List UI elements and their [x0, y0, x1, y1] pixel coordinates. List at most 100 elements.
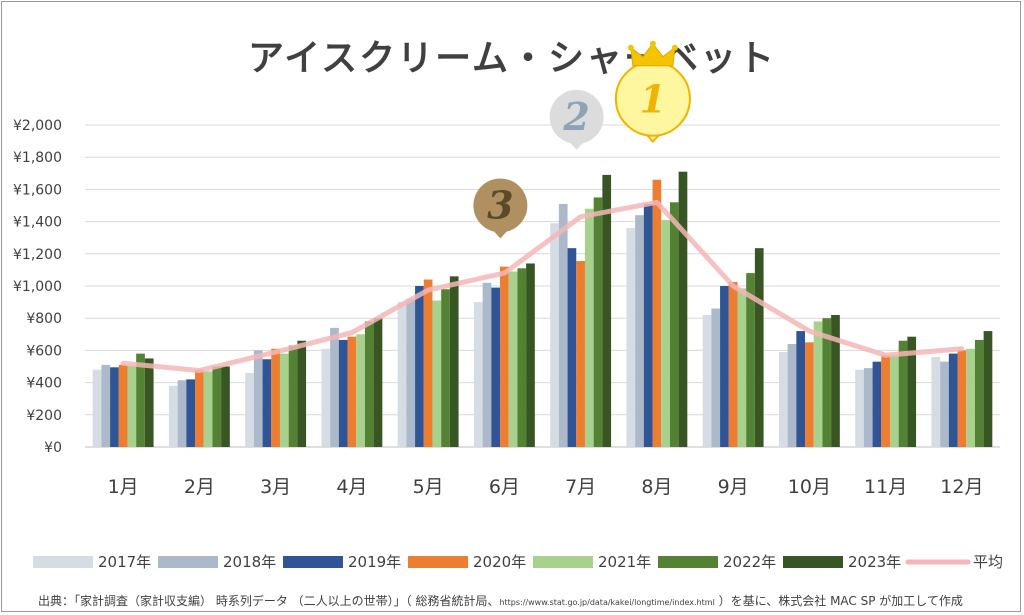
- bar: [983, 331, 993, 447]
- legend-label: 2021年: [598, 553, 651, 571]
- ranking-badges: 1 2 3: [473, 40, 691, 239]
- x-tick-label: 8月: [641, 476, 672, 498]
- bar: [168, 385, 178, 447]
- x-tick-label: 10月: [788, 476, 831, 498]
- bar: [347, 336, 357, 447]
- bar: [432, 300, 442, 447]
- bar: [212, 366, 222, 447]
- bar: [271, 348, 280, 447]
- chart-title: アイスクリーム・シャーベット: [248, 38, 776, 79]
- bar: [643, 203, 653, 447]
- y-tick-label: ¥400: [26, 376, 62, 392]
- x-tick-label: 6月: [489, 476, 520, 498]
- bar: [356, 334, 365, 447]
- y-tick-label: ¥1,600: [13, 182, 62, 198]
- bar: [517, 268, 527, 447]
- average-line: [120, 199, 965, 374]
- bar: [813, 321, 823, 447]
- bar: [855, 369, 864, 447]
- bar: [948, 353, 958, 447]
- legend: 2017年 2018年 2019年 2020年 2021年 2022年 2023年 平均: [33, 553, 1003, 571]
- bar: [576, 261, 585, 447]
- bar: [297, 340, 307, 447]
- bar: [787, 343, 797, 447]
- x-tick-label: 2月: [184, 476, 215, 498]
- legend-item: 2020年: [408, 553, 526, 571]
- bar: [288, 345, 298, 447]
- legend-label: 2020年: [473, 553, 526, 571]
- bar: [652, 179, 662, 448]
- x-tick-label: 4月: [336, 476, 367, 498]
- x-tick-label: 11月: [864, 476, 907, 498]
- y-tick-label: ¥800: [26, 311, 62, 327]
- legend-swatch: [408, 556, 468, 568]
- bar: [338, 339, 348, 447]
- bar: [101, 364, 111, 447]
- bar: [441, 289, 450, 447]
- bar: [593, 197, 603, 447]
- bar: [118, 364, 128, 447]
- legend-label: 2018年: [223, 553, 276, 571]
- bar: [898, 340, 908, 447]
- bar: [754, 248, 764, 447]
- bar: [473, 302, 483, 447]
- bar: [957, 350, 967, 447]
- bar: [678, 171, 688, 447]
- bar: [144, 358, 154, 447]
- rank-number: 2: [562, 94, 589, 139]
- average-line-path: [120, 199, 965, 374]
- bar: [558, 203, 568, 447]
- bar: [602, 174, 612, 447]
- source-prefix: 出典：「家計調査（家計収支編） 時系列データ （二人以上の世帯）」（ 総務省統計…: [38, 593, 499, 608]
- bar: [406, 298, 416, 447]
- bar: [669, 202, 679, 447]
- bar: [136, 353, 145, 447]
- gridlines: [85, 124, 1000, 448]
- legend-item: 2022年: [658, 553, 776, 571]
- bar: [203, 371, 213, 447]
- bar: [728, 281, 738, 447]
- source-url: https://www.stat.go.jp/data/kakei/longti…: [499, 598, 714, 607]
- crown-jewel: [649, 40, 656, 47]
- y-tick-label: ¥600: [26, 343, 62, 359]
- y-tick-label: ¥1,000: [13, 279, 62, 295]
- rank-number: 3: [487, 182, 513, 227]
- legend-label: 2017年: [98, 553, 151, 571]
- x-tick-label: 3月: [260, 476, 291, 498]
- bar: [907, 336, 917, 447]
- legend-swatch: [33, 556, 93, 568]
- bar: [415, 286, 424, 447]
- legend-swatch: [283, 556, 343, 568]
- bar: [127, 365, 137, 447]
- legend-label: 2022年: [723, 553, 776, 571]
- y-tick-label: ¥1,200: [13, 247, 62, 263]
- bar: [279, 353, 289, 447]
- y-tick-label: ¥1,400: [13, 215, 62, 231]
- bar: [567, 248, 577, 447]
- bar: [863, 368, 873, 447]
- bar: [872, 361, 882, 447]
- legend-item: 2021年: [533, 553, 651, 571]
- crown-jewel: [671, 44, 678, 51]
- rank-badge: 3: [473, 178, 528, 239]
- badge-circle: [473, 178, 528, 233]
- bar: [110, 367, 119, 447]
- legend-item: 2019年: [283, 553, 401, 571]
- bar: [584, 208, 594, 447]
- bar: [931, 356, 941, 447]
- bar: [177, 380, 187, 447]
- bar: [500, 266, 509, 447]
- x-tick-label: 12月: [940, 476, 983, 498]
- bar: [626, 228, 636, 447]
- bar: [253, 350, 263, 447]
- bar: [940, 361, 949, 447]
- x-tick-label: 9月: [718, 476, 749, 498]
- bars: [92, 171, 993, 448]
- legend-swatch: [783, 556, 843, 568]
- crown-jewel: [627, 44, 634, 51]
- bar: [449, 276, 459, 447]
- bar: [635, 215, 644, 447]
- bar: [92, 369, 102, 447]
- bar: [822, 318, 832, 447]
- source-note: 出典：「家計調査（家計収支編） 時系列データ （二人以上の世帯）」（ 総務省統計…: [38, 593, 963, 608]
